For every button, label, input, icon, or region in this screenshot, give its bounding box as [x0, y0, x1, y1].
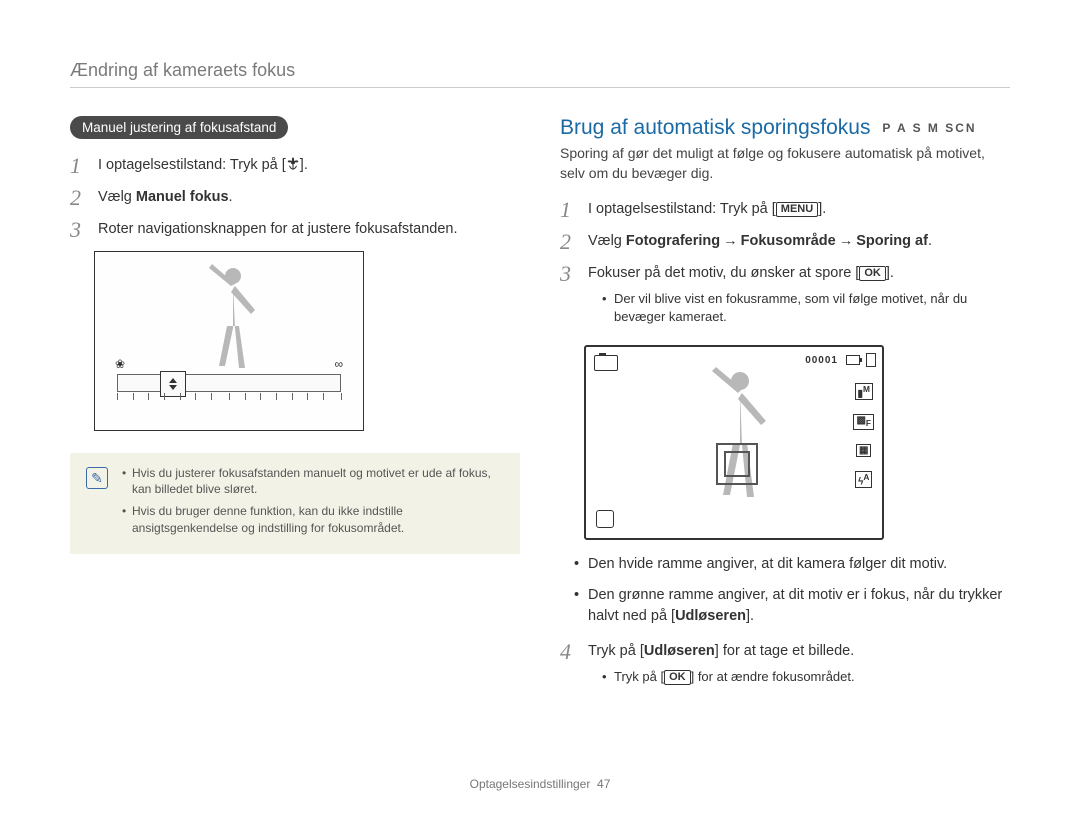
note-list: Hvis du justerer fokusafstanden manuelt …: [122, 465, 504, 542]
right-column: Brug af automatisk sporingsfokus P A S M…: [560, 116, 1010, 704]
right-steps-cont: 4 Tryk på [Udløseren] for at tage et bil…: [560, 641, 1010, 694]
macro-flower-icon: [286, 157, 300, 171]
indicator: ▦: [856, 444, 871, 457]
two-columns: Manuel justering af fokusafstand 1 I opt…: [70, 116, 1010, 704]
sub-bullet: Tryk på [OK] for at ændre fokusområdet.: [602, 668, 1010, 686]
note-box: ✎ Hvis du justerer fokusafstanden manuel…: [70, 453, 520, 554]
step-text: I optagelsestilstand: Tryk på [MENU].: [588, 199, 1010, 220]
step-2: 2 Vælg Manuel fokus.: [70, 187, 520, 209]
text: ] for at ændre fokusområdet.: [691, 669, 855, 684]
text: ].: [300, 157, 308, 173]
focus-scale-bar: ❀ ∞: [117, 374, 341, 408]
header-rule: [70, 87, 1010, 88]
arrow-icon: →: [839, 233, 854, 249]
step-text: Fokuser på det motiv, du ønsker at spore…: [588, 263, 1010, 334]
step-text: Vælg Manuel fokus.: [98, 187, 520, 208]
text: Den grønne ramme angiver, at dit motiv e…: [588, 587, 1002, 624]
section-title: Brug af automatisk sporingsfokus P A S M…: [560, 116, 1010, 140]
mode-icons: P A S M SCN: [882, 121, 976, 135]
indicator: ▩F: [853, 414, 874, 430]
text: Tryk på [: [614, 669, 664, 684]
camera-mode-icon: [594, 355, 618, 371]
left-column: Manuel justering af fokusafstand 1 I opt…: [70, 116, 520, 704]
indicator: ▮M: [855, 383, 873, 400]
left-steps: 1 I optagelsestilstand: Tryk på []. 2 Væ…: [70, 155, 520, 241]
text: .: [229, 189, 233, 205]
menu-button-icon: MENU: [776, 202, 818, 217]
title-text: Brug af automatisk sporingsfokus: [560, 116, 871, 139]
step-text: Vælg Fotografering→Fokusområde→Sporing a…: [588, 231, 1010, 252]
text: ].: [818, 201, 826, 217]
indicator: ϟA: [855, 471, 872, 488]
note-icon: ✎: [86, 467, 108, 489]
step-number: 1: [70, 155, 88, 177]
step-3: 3 Fokuser på det motiv, du ønsker at spo…: [560, 263, 1010, 334]
step-text: Roter navigationsknappen for at justere …: [98, 219, 520, 240]
sub-bullets: Der vil blive vist en fokusramme, som vi…: [588, 290, 1010, 326]
ok-button-icon: OK: [664, 670, 691, 685]
step-number: 2: [70, 187, 88, 209]
step-1: 1 I optagelsestilstand: Tryk på [MENU].: [560, 199, 1010, 221]
step-2: 2 Vælg Fotografering→Fokusområde→Sporing…: [560, 231, 1010, 253]
step-3: 3 Roter navigationsknappen for at juster…: [70, 219, 520, 241]
sub-bullets: Tryk på [OK] for at ændre fokusområdet.: [588, 668, 1010, 686]
stabilization-icon: [596, 510, 614, 528]
step-number: 3: [560, 263, 578, 285]
note-item: Hvis du bruger denne funktion, kan du ik…: [122, 503, 504, 535]
step-number: 3: [70, 219, 88, 241]
text: .: [928, 233, 932, 249]
right-steps: 1 I optagelsestilstand: Tryk på [MENU]. …: [560, 199, 1010, 334]
text: Tryk på [: [588, 643, 644, 659]
bold-text: Fotografering: [626, 233, 720, 249]
info-bullet: Den hvide ramme angiver, at dit kamera f…: [574, 554, 1010, 575]
section-description: Sporing af gør det muligt at følge og fo…: [560, 144, 1010, 183]
bold-text: Fokusområde: [741, 233, 836, 249]
step-number: 4: [560, 641, 578, 663]
shot-counter: 00001: [805, 355, 838, 366]
macro-end-icon: ❀: [115, 357, 125, 371]
text: ] for at tage et billede.: [715, 643, 854, 659]
bold-text: Udløseren: [644, 643, 715, 659]
bold-text: Sporing af: [856, 233, 928, 249]
infinity-end-icon: ∞: [334, 357, 343, 371]
step-text: I optagelsestilstand: Tryk på [].: [98, 155, 520, 176]
text: Fokuser på det motiv, du ønsker at spore…: [588, 265, 859, 281]
page-number: 47: [597, 777, 610, 791]
ok-button-icon: OK: [859, 266, 886, 281]
side-indicators: ▮M ▩F ▦ ϟA: [853, 383, 874, 489]
step-number: 1: [560, 199, 578, 221]
text: I optagelsestilstand: Tryk på [: [98, 157, 286, 173]
text: I optagelsestilstand: Tryk på [: [588, 201, 776, 217]
step-text: Tryk på [Udløseren] for at tage et bille…: [588, 641, 1010, 694]
footer-label: Optagelsesindstillinger: [470, 777, 591, 791]
step-number: 2: [560, 231, 578, 253]
sub-bullet: Der vil blive vist en fokusramme, som vi…: [602, 290, 1010, 326]
text: ].: [886, 265, 894, 281]
step-4: 4 Tryk på [Udløseren] for at tage et bil…: [560, 641, 1010, 694]
section-pill: Manuel justering af fokusafstand: [70, 116, 288, 139]
focus-scale-illustration: ❀ ∞: [94, 251, 364, 431]
text: ].: [746, 608, 754, 624]
info-bullet: Den grønne ramme angiver, at dit motiv e…: [574, 585, 1010, 627]
bold-text: Manuel fokus: [136, 189, 229, 205]
tracking-frame: [716, 443, 758, 485]
arrow-icon: →: [723, 233, 738, 249]
text: Vælg: [98, 189, 136, 205]
bold-text: Udløseren: [675, 608, 746, 624]
note-item: Hvis du justerer fokusafstanden manuelt …: [122, 465, 504, 497]
info-bullets: Den hvide ramme angiver, at dit kamera f…: [560, 554, 1010, 627]
sd-card-icon: [866, 353, 876, 367]
person-silhouette: [195, 262, 265, 372]
text: Vælg: [588, 233, 626, 249]
tracking-screen-illustration: 00001 ▮M ▩F ▦ ϟA: [584, 345, 884, 540]
scale-track: [117, 374, 341, 392]
page-header: Ændring af kameraets fokus: [70, 60, 1010, 81]
page-footer: Optagelsesindstillinger 47: [0, 777, 1080, 791]
tracking-frame-inner: [724, 451, 750, 477]
battery-icon: [846, 355, 860, 365]
step-1: 1 I optagelsestilstand: Tryk på [].: [70, 155, 520, 177]
